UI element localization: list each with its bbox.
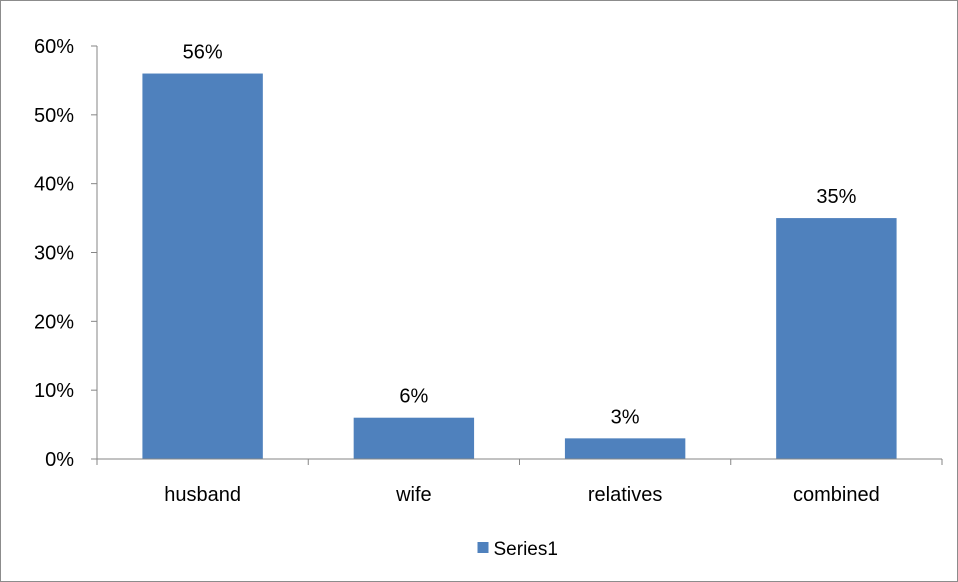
- data-label-combined: 35%: [816, 186, 856, 208]
- data-label-husband: 56%: [183, 42, 223, 64]
- y-tick-label: 10%: [34, 380, 74, 402]
- bars: 56% 6% 3% 35%: [142, 42, 897, 460]
- x-tick-label-relatives: relatives: [588, 484, 662, 506]
- bar-wife: [353, 417, 475, 459]
- legend-swatch: [477, 542, 489, 553]
- x-tick-label-husband: husband: [164, 484, 241, 506]
- data-label-relatives: 3%: [611, 406, 640, 428]
- bar-combined: [776, 218, 897, 459]
- y-tick-label: 50%: [34, 105, 74, 127]
- bar-husband: [142, 73, 263, 460]
- y-tick-label: 0%: [45, 449, 74, 471]
- legend-label: Series1: [494, 539, 558, 560]
- y-tick-label: 20%: [34, 311, 74, 333]
- x-tick-label-combined: combined: [793, 484, 880, 506]
- x-tick-label-wife: wife: [395, 484, 432, 506]
- bar-relatives: [564, 438, 686, 459]
- x-axis: husband wife relatives combined: [96, 458, 943, 506]
- y-tick-label: 30%: [34, 243, 74, 265]
- legend: Series1: [477, 539, 558, 560]
- y-tick-label: 40%: [34, 174, 74, 196]
- data-label-wife: 6%: [399, 386, 428, 408]
- y-axis: 0% 10% 20% 30% 40% 50% 60%: [34, 36, 98, 471]
- y-tick-label: 60%: [34, 36, 74, 58]
